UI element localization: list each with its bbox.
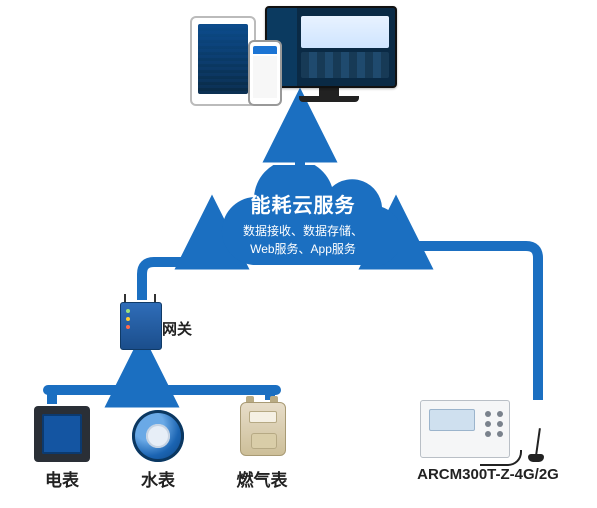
arcm-label: ARCM300T-Z-4G/2G <box>398 466 578 483</box>
edge-gateway-cloud <box>142 232 212 300</box>
phone-icon <box>248 40 282 106</box>
electric-meter-label: 电表 <box>32 466 92 491</box>
diagram-stage: 能耗云服务 数据接收、数据存储、 Web服务、App服务 网关 电表 水表 燃气… <box>0 0 597 508</box>
water-meter-label: 水表 <box>128 466 188 491</box>
tablet-icon <box>190 16 256 106</box>
edge-arcm-cloud <box>396 232 538 400</box>
electric-meter-icon <box>34 406 90 462</box>
desktop-monitor-icon <box>265 6 393 106</box>
cloud-subtitle-1: 数据接收、数据存储、 <box>208 222 398 240</box>
cloud-title: 能耗云服务 <box>208 189 398 218</box>
gateway-label: 网关 <box>162 318 192 339</box>
arcm-device-icon <box>420 400 540 464</box>
cloud-service: 能耗云服务 数据接收、数据存储、 Web服务、App服务 <box>208 165 398 281</box>
gas-meter-icon <box>240 402 284 462</box>
gas-meter-label: 燃气表 <box>226 466 298 491</box>
cloud-subtitle-2: Web服务、App服务 <box>208 240 398 258</box>
water-meter-icon <box>132 410 184 462</box>
gateway-device-icon <box>120 302 160 354</box>
